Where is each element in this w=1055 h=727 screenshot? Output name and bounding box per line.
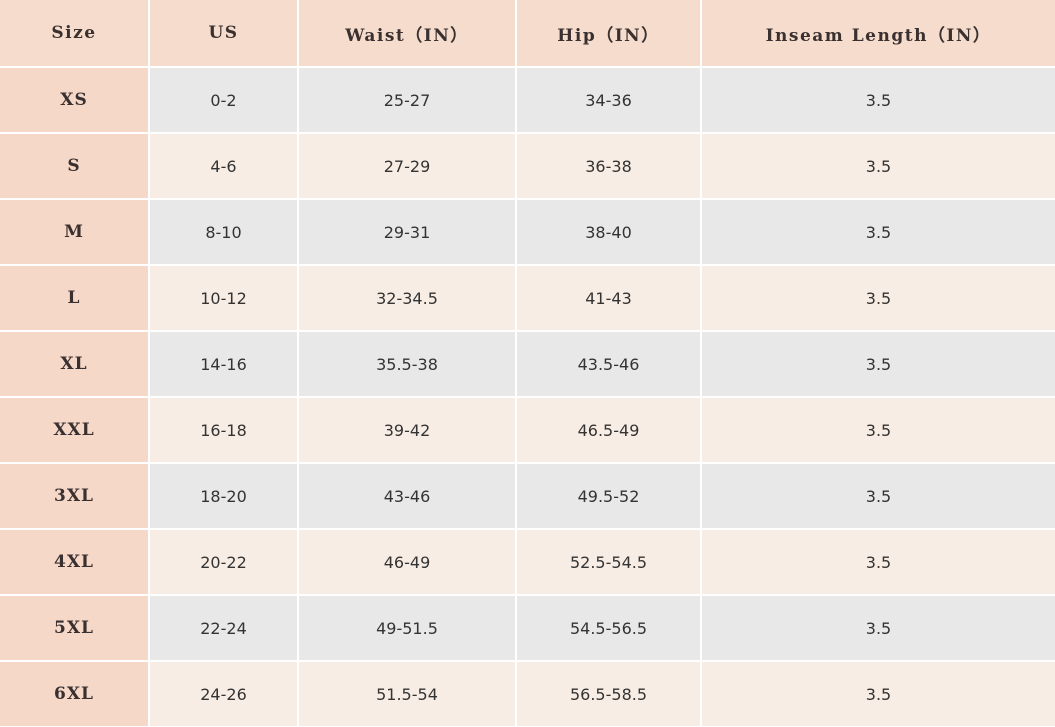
data-cell: 32-34.5 [299, 266, 515, 330]
data-cell: 0-2 [150, 68, 297, 132]
data-cell: 3.5 [702, 398, 1055, 462]
data-cell: 46.5-49 [517, 398, 700, 462]
size-cell: 4XL [0, 530, 148, 594]
data-cell: 29-31 [299, 200, 515, 264]
data-cell: 22-24 [150, 596, 297, 660]
data-cell: 43-46 [299, 464, 515, 528]
data-cell: 27-29 [299, 134, 515, 198]
data-cell: 49-51.5 [299, 596, 515, 660]
size-cell: XS [0, 68, 148, 132]
data-cell: 10-12 [150, 266, 297, 330]
size-cell: 6XL [0, 662, 148, 726]
size-cell: XL [0, 332, 148, 396]
data-cell: 25-27 [299, 68, 515, 132]
data-cell: 43.5-46 [517, 332, 700, 396]
data-cell: 3.5 [702, 68, 1055, 132]
data-cell: 3.5 [702, 464, 1055, 528]
data-cell: 46-49 [299, 530, 515, 594]
data-cell: 18-20 [150, 464, 297, 528]
header-cell: Size [0, 0, 148, 66]
header-cell: Hip（IN） [517, 0, 700, 66]
data-cell: 14-16 [150, 332, 297, 396]
header-cell: Waist（IN） [299, 0, 515, 66]
data-cell: 24-26 [150, 662, 297, 726]
size-cell: M [0, 200, 148, 264]
data-cell: 56.5-58.5 [517, 662, 700, 726]
data-cell: 51.5-54 [299, 662, 515, 726]
data-cell: 3.5 [702, 530, 1055, 594]
data-cell: 34-36 [517, 68, 700, 132]
data-cell: 49.5-52 [517, 464, 700, 528]
header-cell: Inseam Length（IN） [702, 0, 1055, 66]
data-cell: 36-38 [517, 134, 700, 198]
data-cell: 35.5-38 [299, 332, 515, 396]
data-cell: 3.5 [702, 266, 1055, 330]
data-cell: 3.5 [702, 200, 1055, 264]
size-cell: 3XL [0, 464, 148, 528]
data-cell: 3.5 [702, 332, 1055, 396]
data-cell: 3.5 [702, 596, 1055, 660]
data-cell: 41-43 [517, 266, 700, 330]
data-cell: 52.5-54.5 [517, 530, 700, 594]
header-cell: US [150, 0, 297, 66]
size-cell: S [0, 134, 148, 198]
data-cell: 3.5 [702, 134, 1055, 198]
data-cell: 8-10 [150, 200, 297, 264]
size-cell: 5XL [0, 596, 148, 660]
data-cell: 54.5-56.5 [517, 596, 700, 660]
data-cell: 4-6 [150, 134, 297, 198]
size-cell: L [0, 266, 148, 330]
data-cell: 38-40 [517, 200, 700, 264]
data-cell: 16-18 [150, 398, 297, 462]
data-cell: 20-22 [150, 530, 297, 594]
data-cell: 39-42 [299, 398, 515, 462]
size-cell: XXL [0, 398, 148, 462]
data-cell: 3.5 [702, 662, 1055, 726]
